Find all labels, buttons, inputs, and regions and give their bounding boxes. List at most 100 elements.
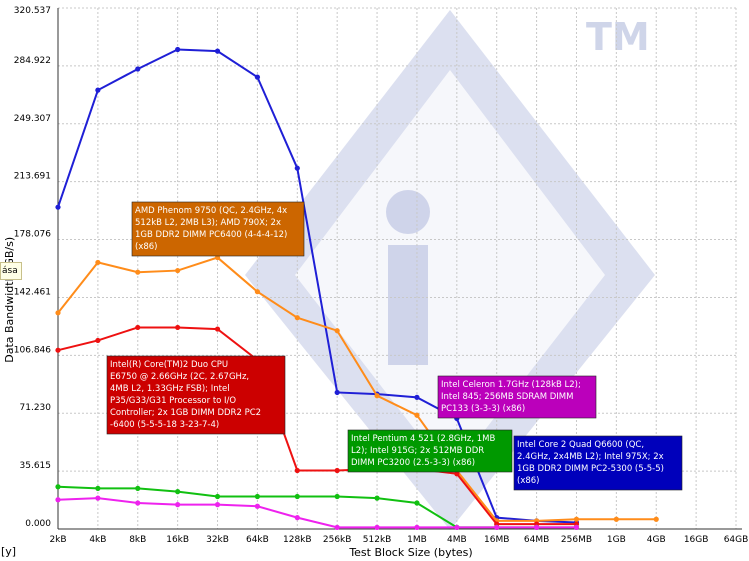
annotation-line: 512kB L2, 2MB L3); AMD 790X; 2x xyxy=(135,218,281,228)
x-axis-title: Test Block Size (bytes) xyxy=(348,546,472,559)
y-tick-label: 213.691 xyxy=(14,172,51,182)
data-point xyxy=(135,485,141,491)
data-point xyxy=(414,500,420,506)
y-tick-label: 284.922 xyxy=(14,56,51,66)
data-point xyxy=(334,467,340,474)
x-tick-label: 16MB xyxy=(484,535,509,545)
x-tick-label: 512kB xyxy=(363,535,392,545)
data-point xyxy=(214,326,221,332)
y-axis-title: Data Bandwidth (GB/s) xyxy=(3,237,16,363)
annotation-line: (x86) xyxy=(517,476,539,486)
data-point xyxy=(334,524,340,530)
data-point xyxy=(533,524,540,530)
series-annotation-2: Intel Celeron 1.7GHz (128kB L2); Intel 84… xyxy=(437,375,597,419)
data-point xyxy=(334,493,340,500)
data-point xyxy=(374,524,380,530)
data-point xyxy=(95,337,101,344)
annotation-line: 2.4GHz, 2x4MB L2); Intel 975X; 2x xyxy=(517,452,664,462)
data-point xyxy=(254,503,261,509)
annotation-line: 1GB DDR2 DIMM PC2-5300 (5-5-5) xyxy=(517,464,664,474)
data-point xyxy=(175,267,181,274)
annotation-line: PC133 (3-3-3) (x86) xyxy=(441,404,525,414)
x-tick-label: 256MB xyxy=(561,535,592,545)
series-4 xyxy=(55,495,580,530)
y-tick-label: 71.230 xyxy=(20,403,52,413)
data-point xyxy=(374,393,380,399)
series-1 xyxy=(55,254,659,524)
series-annotation-1: Intel(R) Core(TM)2 Duo CPU E6750 @ 2.66GH… xyxy=(106,355,286,435)
x-tick-label: 64GB xyxy=(724,535,749,545)
y-tick-label: 142.461 xyxy=(14,287,51,297)
data-point xyxy=(95,259,101,266)
data-point xyxy=(653,516,659,522)
series-line xyxy=(57,497,577,529)
x-tick-label: 8kB xyxy=(129,535,146,545)
data-point xyxy=(334,389,340,396)
series-line xyxy=(57,256,657,522)
x-tick-label: 64kB xyxy=(246,535,269,545)
x-tick-label: 128kB xyxy=(283,535,312,545)
data-point xyxy=(454,524,460,530)
data-point xyxy=(254,74,261,80)
annotation-line: AMD Phenom 9750 (QC, 2.4GHz, 4x xyxy=(135,206,287,216)
data-point xyxy=(494,524,500,530)
annotation-box xyxy=(513,435,683,491)
x-tick-label: 1GB xyxy=(607,535,626,545)
watermark-tm: TM xyxy=(586,15,650,59)
watermark-stem xyxy=(388,245,428,365)
series-annotation-3: Intel Pentium 4 521 (2.8GHz, 1MB L2); Int… xyxy=(347,429,513,473)
x-tick-label: 64MB xyxy=(524,535,549,545)
data-point xyxy=(135,269,141,275)
series-line xyxy=(57,326,577,526)
data-point xyxy=(95,87,101,93)
y-tick-label: 320.537 xyxy=(14,6,51,16)
data-point xyxy=(294,515,300,521)
watermark-dot xyxy=(386,190,430,234)
annotation-line: P35/G33/G31 Processor to I/O xyxy=(110,396,236,406)
y-tick-label: 178.076 xyxy=(14,230,51,240)
data-point xyxy=(573,516,580,522)
annotation-line: Controller; 2x 1GB DIMM DDR2 PC2 xyxy=(110,408,261,418)
data-point xyxy=(294,493,300,500)
x-tick-label: 4GB xyxy=(647,535,666,545)
data-point xyxy=(254,493,261,500)
x-tick-label: 4kB xyxy=(89,535,106,545)
x-tick-label: 16GB xyxy=(684,535,709,545)
annotation-line: DIMM PC3200 (2.5-3-3) (x86) xyxy=(351,458,475,468)
x-tick-label: 1MB xyxy=(407,535,427,545)
annotation-box xyxy=(437,375,597,419)
data-point xyxy=(214,493,221,500)
annotation-box xyxy=(131,201,305,257)
data-point xyxy=(95,485,101,491)
data-point xyxy=(414,394,420,400)
data-point xyxy=(454,471,460,477)
data-point xyxy=(214,48,221,54)
y-tick-label: 0.000 xyxy=(25,519,51,529)
series-annotation-0: AMD Phenom 9750 (QC, 2.4GHz, 4x 512kB L2,… xyxy=(131,201,305,257)
series-line xyxy=(57,48,577,524)
data-point xyxy=(414,412,420,418)
y-tick-label: 249.307 xyxy=(14,114,51,124)
x-tick-label: 4MB xyxy=(447,535,467,545)
annotation-box xyxy=(106,355,286,435)
data-point xyxy=(334,328,340,334)
y-tick-label: 35.615 xyxy=(20,461,52,471)
clipped-tooltip-label: ása xyxy=(0,262,22,280)
data-point xyxy=(135,324,141,331)
series-annotation-4: Intel Core 2 Quad Q6600 (QC, 2.4GHz, 2x4M… xyxy=(513,435,683,491)
data-point xyxy=(613,516,619,522)
data-point xyxy=(175,489,181,495)
y-unit-marker: [y] xyxy=(1,545,17,558)
data-point xyxy=(175,324,181,331)
data-point xyxy=(254,289,261,295)
data-point xyxy=(135,66,141,72)
data-point xyxy=(135,500,141,506)
annotation-line: 4MB L2, 1.33GHz FSB); Intel xyxy=(110,384,230,394)
data-point xyxy=(55,204,61,210)
annotation-line: E6750 @ 2.66GHz (2C, 2.67GHz, xyxy=(110,372,249,382)
annotation-line: (x86) xyxy=(135,242,157,252)
x-tick-label: 32kB xyxy=(206,535,229,545)
data-point xyxy=(175,46,181,53)
annotation-line: Intel Celeron 1.7GHz (128kB L2); xyxy=(441,380,581,390)
x-tick-label: 2kB xyxy=(49,535,66,545)
